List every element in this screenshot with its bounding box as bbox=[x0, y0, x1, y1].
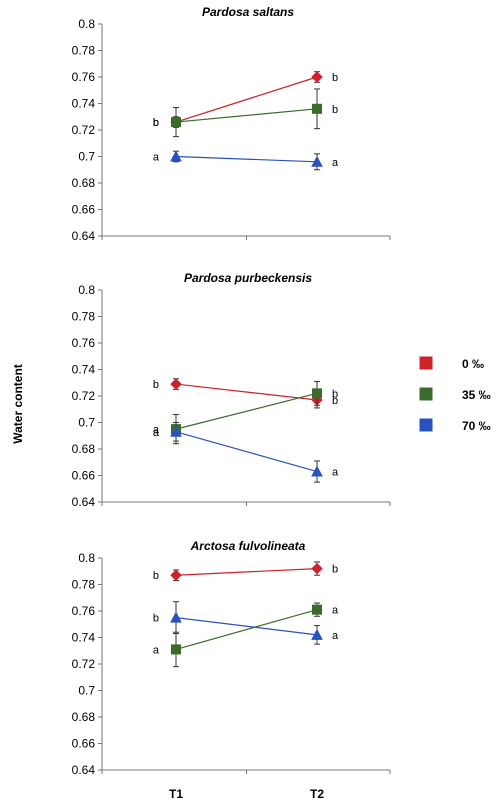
data-point bbox=[312, 388, 322, 399]
y-tick-label: 0.78 bbox=[72, 310, 96, 324]
y-tick-label: 0.8 bbox=[78, 551, 95, 565]
y-tick-label: 0.64 bbox=[72, 229, 96, 243]
y-tick-label: 0.66 bbox=[72, 737, 96, 751]
x-category-labels: T1 T2 bbox=[169, 787, 324, 801]
data-point bbox=[311, 71, 323, 83]
chart-panel: Pardosa saltans 0.64 0.66 0.68 0.7 0.72 0.74 0.… bbox=[72, 5, 391, 243]
series-line bbox=[175, 108, 318, 123]
y-tick-label: 0.76 bbox=[72, 336, 96, 350]
y-tick-label: 0.74 bbox=[72, 97, 96, 111]
data-point bbox=[171, 117, 181, 128]
y-tick-label: 0.66 bbox=[72, 469, 96, 483]
panel-title: Pardosa saltans bbox=[202, 5, 294, 19]
y-tick-label: 0.78 bbox=[72, 578, 96, 592]
significance-letter: b bbox=[153, 117, 159, 129]
series-diamond: bb bbox=[153, 378, 338, 409]
data-point bbox=[170, 378, 182, 390]
data-point bbox=[170, 425, 182, 437]
y-tick-label: 0.78 bbox=[72, 44, 96, 58]
y-tick-label: 0.66 bbox=[72, 203, 96, 217]
y-tick-label: 0.74 bbox=[72, 631, 96, 645]
y-tick-label: 0.72 bbox=[72, 389, 96, 403]
y-tick-label: 0.64 bbox=[72, 495, 96, 509]
legend-swatch bbox=[419, 387, 433, 401]
significance-letter: b bbox=[153, 570, 159, 582]
chart-panel: Arctosa fulvolineata 0.64 0.66 0.68 0.7 0.72 0… bbox=[72, 539, 391, 777]
significance-letter: a bbox=[332, 630, 339, 642]
data-point bbox=[170, 611, 182, 623]
data-point bbox=[311, 628, 323, 640]
y-tick-label: 0.8 bbox=[78, 17, 95, 31]
series-line bbox=[175, 609, 318, 651]
significance-letter: b bbox=[153, 117, 159, 129]
x-category-label: T1 bbox=[169, 787, 183, 801]
data-point bbox=[311, 155, 323, 167]
series-triangle: aa bbox=[153, 422, 339, 483]
y-tick-label: 0.76 bbox=[72, 70, 96, 84]
significance-letter: a bbox=[153, 424, 160, 436]
y-tick-label: 0.68 bbox=[72, 710, 96, 724]
legend-swatch bbox=[419, 418, 433, 432]
legend-swatch bbox=[419, 356, 433, 370]
legend-label: 35 ‰ bbox=[462, 388, 491, 402]
y-tick-label: 0.72 bbox=[72, 123, 96, 137]
data-point bbox=[311, 465, 323, 477]
data-point bbox=[171, 644, 181, 655]
series-line bbox=[175, 383, 318, 401]
y-tick-label: 0.76 bbox=[72, 604, 96, 618]
series-diamond: bb bbox=[153, 561, 338, 582]
data-point bbox=[312, 604, 322, 615]
y-tick-label: 0.64 bbox=[72, 763, 96, 777]
series-line bbox=[175, 568, 318, 576]
y-tick-label: 0.68 bbox=[72, 176, 96, 190]
series-line bbox=[175, 392, 318, 430]
legend-label: 0 ‰ bbox=[462, 357, 484, 371]
series-line bbox=[175, 617, 318, 636]
significance-letter: b bbox=[153, 613, 159, 625]
y-tick-label: 0.72 bbox=[72, 657, 96, 671]
significance-letter: a bbox=[332, 605, 339, 617]
y-tick-label: 0.7 bbox=[78, 416, 95, 430]
significance-letter: a bbox=[153, 152, 160, 164]
significance-letter: a bbox=[153, 644, 160, 656]
significance-letter: b bbox=[332, 388, 338, 400]
data-point bbox=[170, 569, 182, 581]
significance-letter: b bbox=[332, 564, 338, 576]
y-tick-label: 0.74 bbox=[72, 363, 96, 377]
series-line bbox=[175, 431, 318, 473]
data-point bbox=[170, 150, 182, 162]
y-tick-label: 0.7 bbox=[78, 684, 95, 698]
significance-letter: b bbox=[332, 395, 338, 407]
significance-letter: b bbox=[153, 379, 159, 391]
y-tick-label: 0.68 bbox=[72, 442, 96, 456]
chart-panel: Pardosa purbeckensis 0.64 0.66 0.68 0.7 0.72 0… bbox=[72, 271, 391, 509]
y-axis-label: Water content bbox=[11, 364, 25, 444]
data-point bbox=[311, 562, 323, 575]
x-category-label: T2 bbox=[310, 787, 324, 801]
legend-label: 70 ‰ bbox=[462, 419, 491, 433]
chart-panels: Pardosa saltans 0.64 0.66 0.68 0.7 0.72 0.74 0.… bbox=[72, 5, 391, 777]
significance-letter: a bbox=[153, 427, 160, 439]
data-point bbox=[312, 103, 322, 114]
panel-title: Pardosa purbeckensis bbox=[184, 271, 312, 285]
significance-letter: b bbox=[332, 104, 338, 116]
series-line bbox=[175, 155, 318, 163]
series-line bbox=[175, 76, 318, 123]
y-tick-label: 0.8 bbox=[78, 283, 95, 297]
series-square: ab bbox=[153, 380, 338, 445]
significance-letter: a bbox=[332, 157, 339, 169]
legend: 0 ‰ 35 ‰ 70 ‰ bbox=[419, 356, 491, 433]
y-tick-label: 0.7 bbox=[78, 150, 95, 164]
significance-letter: b bbox=[332, 72, 338, 84]
series-square: aa bbox=[153, 602, 339, 668]
series-triangle: ba bbox=[153, 601, 339, 645]
panel-title: Arctosa fulvolineata bbox=[190, 539, 306, 553]
series-square: bb bbox=[153, 88, 338, 138]
significance-letter: a bbox=[332, 467, 339, 479]
